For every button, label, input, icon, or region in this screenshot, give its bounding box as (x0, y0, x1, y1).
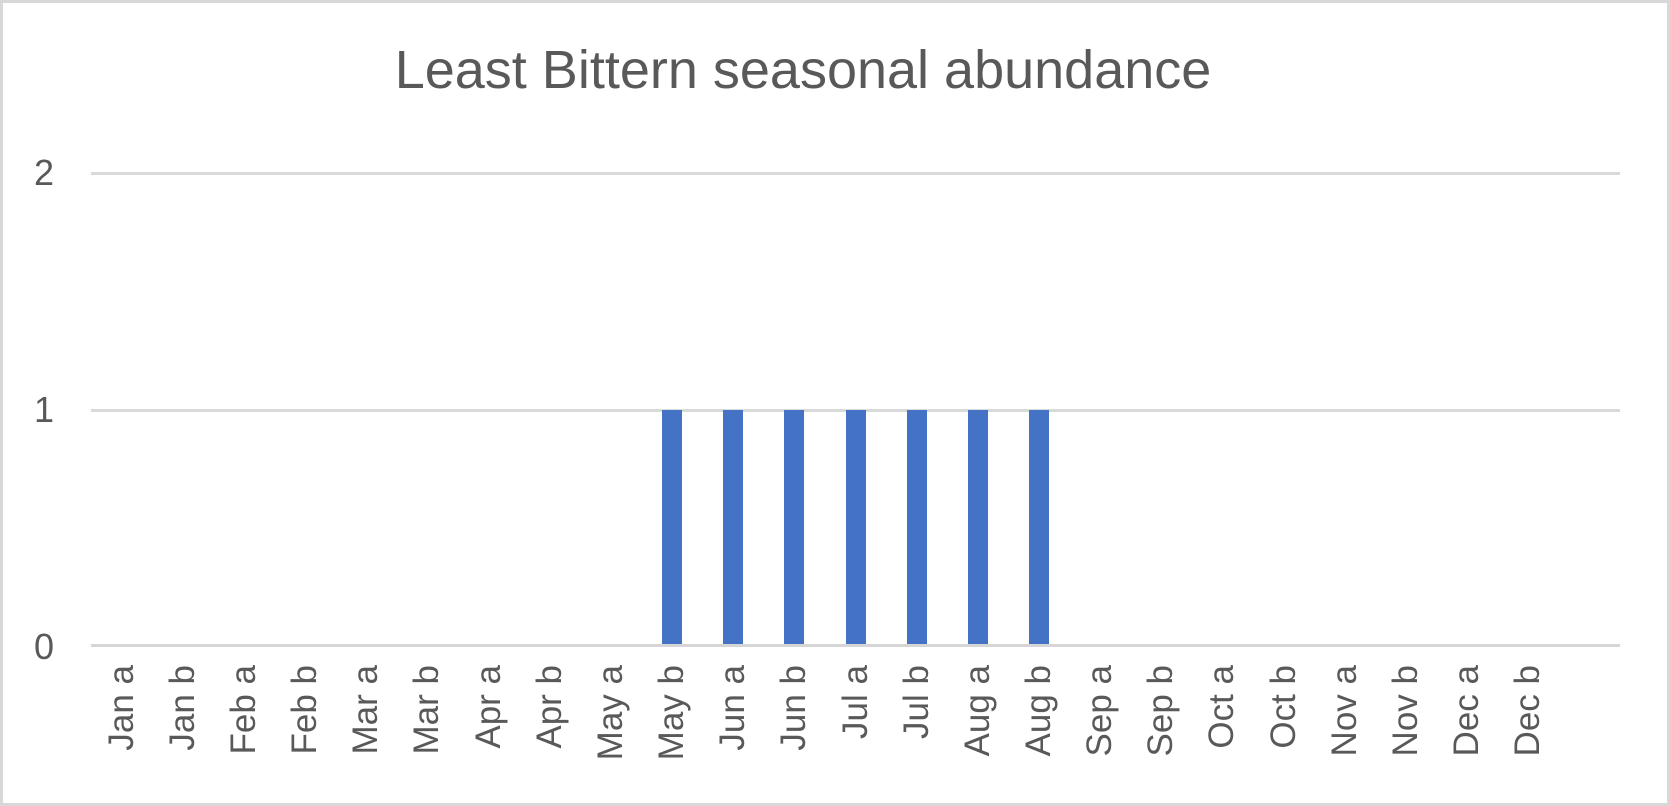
bar-may-b (662, 410, 683, 647)
x-tick-label-jun-a: Jun a (713, 665, 753, 751)
y-tick-label-0: 0 (33, 626, 55, 667)
x-tick-label-jul-b: Jul b (896, 665, 936, 739)
x-tick-label-jan-a: Jan a (101, 665, 141, 751)
x-tick-label-jul-a: Jul a (835, 665, 875, 739)
bar-aug-a (967, 410, 988, 647)
bar-aug-b (1028, 410, 1049, 647)
x-tick-label-mar-b: Mar b (407, 665, 447, 755)
y-tick-label-2: 2 (33, 152, 55, 193)
plot-area (91, 171, 1620, 647)
x-tick-label-sep-b: Sep b (1141, 665, 1181, 757)
x-axis-line (91, 644, 1620, 647)
x-tick-label-apr-b: Apr b (529, 665, 569, 749)
chart-title: Least Bittern seasonal abundance (394, 40, 1212, 100)
bar-jun-b (784, 410, 805, 647)
x-tick-label-jan-b: Jan b (162, 665, 202, 751)
gridline-y-2 (91, 171, 1620, 175)
bar-jun-a (723, 410, 744, 647)
x-tick-label-aug-a: Aug a (957, 665, 997, 757)
x-tick-label-oct-a: Oct a (1202, 665, 1242, 749)
x-tick-label-dec-a: Dec a (1447, 665, 1487, 757)
x-tick-label-may-a: May a (590, 665, 630, 761)
x-tick-label-dec-b: Dec b (1508, 665, 1548, 757)
x-tick-label-mar-a: Mar a (346, 665, 386, 755)
x-tick-label-sep-a: Sep a (1080, 665, 1120, 757)
bar-jul-a (845, 410, 866, 647)
bar-jul-b (906, 410, 927, 647)
x-tick-label-feb-b: Feb b (285, 665, 325, 755)
x-tick-label-apr-a: Apr a (468, 665, 508, 749)
x-tick-label-feb-a: Feb a (223, 665, 263, 755)
x-tick-label-aug-b: Aug b (1018, 665, 1058, 757)
x-tick-label-oct-b: Oct b (1263, 665, 1303, 749)
x-tick-label-may-b: May b (652, 665, 692, 761)
x-tick-label-nov-b: Nov b (1385, 665, 1425, 757)
x-tick-label-jun-b: Jun b (774, 665, 814, 751)
x-tick-label-nov-a: Nov a (1324, 665, 1364, 757)
y-tick-label-1: 1 (33, 389, 55, 430)
